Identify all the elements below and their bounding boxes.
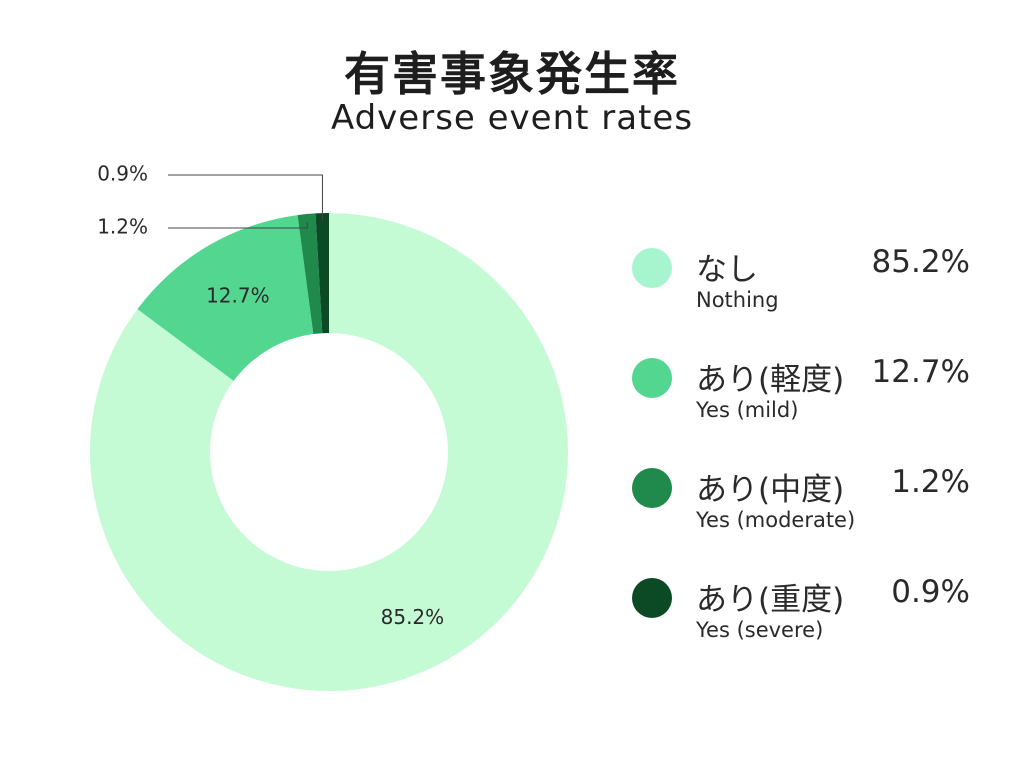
legend-item-severe: あり(重度) 0.9% Yes (severe)	[632, 574, 992, 664]
legend-swatch-moderate	[632, 468, 672, 508]
legend-label-en: Yes (severe)	[696, 618, 824, 642]
data-label-severe: 0.9%	[97, 162, 148, 186]
legend-label-en: Yes (mild)	[696, 398, 799, 422]
data-label-moderate-leader-line	[168, 222, 308, 229]
legend-label-en: Nothing	[696, 288, 779, 312]
legend-item-nothing: なし 85.2% Nothing	[632, 244, 992, 334]
legend-label-en: Yes (moderate)	[696, 508, 856, 532]
legend-swatch-severe	[632, 578, 672, 618]
legend-label-jp: あり(軽度)	[696, 362, 845, 398]
legend-item-moderate: あり(中度) 1.2% Yes (moderate)	[632, 464, 992, 554]
legend-swatch-mild	[632, 358, 672, 398]
legend-percent: 0.9%	[891, 574, 970, 610]
legend-label-jp: あり(中度)	[696, 472, 845, 508]
legend-item-mild: あり(軽度) 12.7% Yes (mild)	[632, 354, 992, 444]
data-label-mild: 12.7%	[206, 283, 270, 307]
legend-swatch-nothing	[632, 248, 672, 288]
slice-moderate	[297, 213, 323, 335]
data-label-severe-leader-line	[168, 174, 323, 222]
slice-severe	[315, 213, 329, 334]
data-label-moderate: 1.2%	[97, 215, 148, 239]
legend-label-jp: なし	[696, 252, 758, 288]
legend-percent: 1.2%	[891, 464, 970, 500]
chart-title: 有害事象発生率	[344, 47, 680, 101]
slice-mild	[137, 215, 314, 381]
legend-percent: 85.2%	[871, 244, 970, 280]
slice-nothing	[89, 213, 568, 691]
data-label-nothing: 85.2%	[381, 605, 445, 629]
chart-subtitle: Adverse event rates	[330, 98, 694, 138]
legend-percent: 12.7%	[871, 354, 970, 390]
legend-label-jp: あり(重度)	[696, 582, 845, 618]
